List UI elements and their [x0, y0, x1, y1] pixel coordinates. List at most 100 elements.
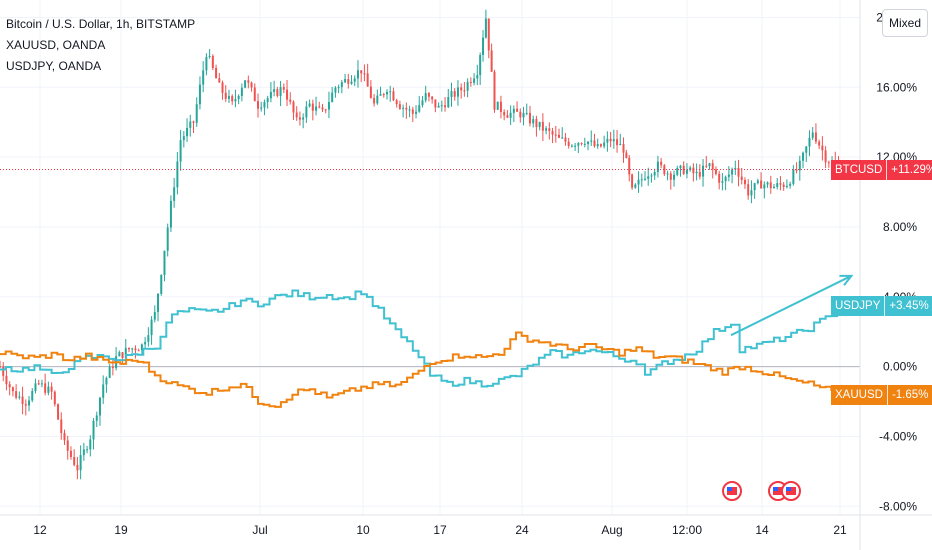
y-tick-label: -8.00%	[879, 499, 917, 513]
btc-candle-body	[266, 98, 269, 103]
btc-candle-body	[698, 171, 701, 177]
btc-candle-body	[750, 190, 753, 196]
btc-candle-body	[353, 78, 356, 82]
btc-candle-body	[444, 105, 447, 108]
btc-candle-body	[616, 139, 619, 146]
x-tick-label: 10	[356, 523, 370, 537]
btc-candle-body	[541, 121, 544, 131]
btc-candle-body	[805, 146, 808, 153]
legend-xauusd[interactable]: XAUUSD, OANDA	[6, 38, 106, 52]
btc-candle-body	[69, 450, 72, 458]
btc-candle-body	[160, 274, 163, 294]
btc-candle-body	[769, 182, 772, 189]
btc-candle-body	[356, 70, 359, 79]
btc-candle-body	[567, 141, 570, 146]
btc-candle-body	[57, 404, 60, 420]
btc-candle-body	[189, 121, 192, 128]
btc-candle-body	[734, 168, 737, 170]
btc-candle-body	[379, 94, 382, 96]
btc-candle-body	[260, 107, 263, 109]
btc-candle-body	[548, 128, 551, 131]
btc-candle-body	[250, 82, 253, 88]
btc-candle-body	[305, 106, 308, 118]
x-tick-label: 24	[515, 523, 529, 537]
btc-candle-body	[463, 90, 466, 92]
btc-candle-body	[50, 386, 53, 392]
btc-candle-body	[153, 311, 156, 320]
btc-candle-body	[53, 391, 56, 405]
btc-candle-body	[532, 119, 535, 124]
btc-candle-body	[66, 440, 69, 451]
btc-candle-body	[186, 127, 189, 137]
btc-candle-body	[273, 89, 276, 92]
btc-candle-body	[482, 37, 485, 56]
btc-candle-body	[516, 108, 519, 112]
scale-mode-button[interactable]: Mixed	[882, 9, 928, 37]
btc-candle-body	[60, 419, 63, 433]
btc-candle-body	[373, 98, 376, 104]
btc-candle-body	[545, 128, 548, 131]
btc-candle-body	[434, 99, 437, 108]
y-tick-label: -4.00%	[879, 429, 917, 443]
btc-candle-body	[628, 157, 631, 175]
btc-candle-body	[37, 383, 40, 385]
btc-candle-body	[431, 96, 434, 100]
btc-candle-body	[202, 70, 205, 85]
btc-candle-body	[798, 160, 801, 171]
btc-candle-body	[157, 293, 160, 312]
btc-candle-body	[695, 171, 698, 174]
btc-candle-body	[98, 397, 101, 416]
legend-usdjpy[interactable]: USDJPY, OANDA	[6, 59, 102, 73]
btc-candle-body	[609, 138, 612, 142]
btc-candle-body	[124, 347, 127, 358]
chart-legend: Bitcoin / U.S. Dollar, 1h, BITSTAMP XAUU…	[6, 14, 195, 77]
trend-arrow-annotation[interactable]	[730, 274, 854, 337]
btc-candle-body	[484, 18, 487, 38]
btc-candle-body	[302, 117, 305, 120]
xauusd-badge-value: -1.65%	[891, 389, 929, 402]
btc-candle-body	[282, 87, 285, 90]
btc-candle-body	[724, 176, 727, 182]
btc-candle-body	[389, 91, 392, 93]
btc-candle-body	[44, 383, 47, 393]
btc-candle-body	[76, 464, 79, 471]
btc-candle-body	[415, 111, 418, 114]
btc-candle-body	[47, 386, 50, 393]
legend-main-symbol[interactable]: Bitcoin / U.S. Dollar, 1h, BITSTAMP	[6, 17, 196, 31]
us-flag-icon[interactable]	[722, 481, 742, 501]
btc-candle-body	[102, 384, 105, 398]
btc-candle-body	[79, 455, 82, 471]
btc-candle-body	[493, 71, 496, 110]
btc-candle-body	[392, 91, 395, 101]
btc-candle-body	[447, 96, 450, 108]
arrow-shaft	[730, 274, 852, 337]
economic-events[interactable]	[722, 481, 801, 501]
y-tick-label: 8.00%	[883, 220, 917, 234]
btc-candle-body	[561, 137, 564, 139]
btc-candle-body	[402, 107, 405, 109]
btc-candle-body	[577, 143, 580, 146]
btc-candle-body	[337, 87, 340, 89]
btc-candle-body	[663, 165, 666, 175]
btc-candle-body	[773, 186, 775, 189]
btc-candle-body	[244, 80, 247, 88]
btc-candle-body	[408, 109, 411, 111]
btc-candle-body	[227, 96, 230, 99]
btc-candle-body	[95, 415, 98, 421]
btc-candle-body	[685, 169, 688, 174]
btc-candle-body	[2, 366, 5, 376]
btc-candle-body	[344, 79, 347, 83]
btc-candle-body	[205, 57, 208, 71]
btc-candle-body	[476, 75, 479, 79]
us-flag-icon[interactable]	[781, 481, 801, 501]
btc-candle-body	[5, 375, 8, 385]
btc-candle-body	[234, 99, 237, 102]
btc-candle-body	[496, 101, 499, 110]
btc-candle-body	[421, 100, 424, 106]
btc-candle-body	[653, 172, 656, 176]
btc-candle-body	[450, 91, 453, 97]
btc-candle-body	[737, 168, 740, 177]
btc-candle-body	[606, 138, 609, 143]
btc-candle-body	[453, 91, 456, 97]
